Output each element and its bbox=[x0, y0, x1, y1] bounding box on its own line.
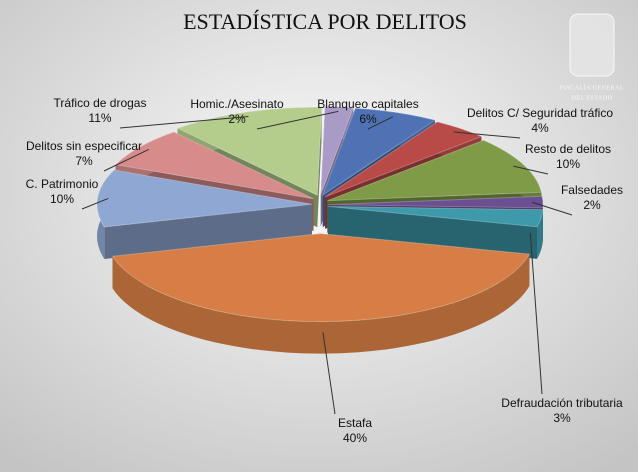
leader-line bbox=[453, 131, 521, 139]
slice-label: Estafa bbox=[338, 416, 372, 430]
leader-line bbox=[81, 197, 109, 210]
slice-wall bbox=[112, 254, 530, 354]
leader-line bbox=[256, 110, 339, 130]
slice-value: 3% bbox=[553, 411, 571, 425]
logo-text: DEL ESTADO bbox=[571, 95, 612, 101]
chart-title: ESTADÍSTICA POR DELITOS bbox=[183, 9, 467, 34]
slice-label: Blanqueo capitales bbox=[317, 97, 418, 111]
leader-line bbox=[529, 232, 543, 395]
slice-label: Homic./Asesinato bbox=[190, 97, 284, 111]
slice-value: 11% bbox=[88, 111, 111, 125]
leader-line bbox=[367, 116, 394, 130]
slice-value: 6% bbox=[359, 112, 377, 126]
slice-value: 10% bbox=[556, 157, 580, 171]
slice-value: 40% bbox=[343, 431, 367, 445]
slice bbox=[324, 121, 483, 198]
slice-label: C. Patrimonio bbox=[26, 177, 99, 191]
slice-value: 4% bbox=[531, 121, 549, 135]
logo: FISCALÍA GENERAL DEL ESTADO bbox=[560, 13, 624, 101]
slice bbox=[96, 169, 313, 228]
slice-value: 2% bbox=[228, 112, 246, 126]
slice-label: Tráfico de drogas bbox=[54, 96, 147, 110]
leader-line bbox=[513, 165, 549, 175]
slice bbox=[327, 139, 542, 202]
slice bbox=[327, 205, 544, 228]
slice-label: Resto de delitos bbox=[525, 142, 611, 156]
logo-text: FISCALÍA GENERAL bbox=[560, 83, 624, 91]
slice bbox=[327, 195, 544, 209]
leader-line bbox=[103, 149, 149, 172]
slice-value: 7% bbox=[75, 154, 93, 168]
logo-emblem bbox=[569, 13, 615, 77]
slice bbox=[114, 131, 314, 200]
slice bbox=[176, 106, 323, 196]
slice-label: Delitos sin especificar bbox=[26, 139, 142, 153]
slice bbox=[320, 106, 355, 195]
slice bbox=[321, 107, 437, 197]
slice bbox=[111, 233, 531, 323]
slice-label: Delitos C/ Seguridad tráfico bbox=[467, 106, 613, 120]
slice-value: 10% bbox=[50, 192, 74, 206]
leader-line bbox=[532, 201, 573, 216]
leader-line bbox=[119, 116, 249, 129]
leader-line bbox=[322, 332, 336, 415]
slice-value: 2% bbox=[583, 198, 601, 212]
slice-label: Defraudación tributaria bbox=[501, 396, 623, 410]
slice-label: Falsedades bbox=[561, 183, 623, 197]
slice-wall bbox=[537, 209, 543, 259]
